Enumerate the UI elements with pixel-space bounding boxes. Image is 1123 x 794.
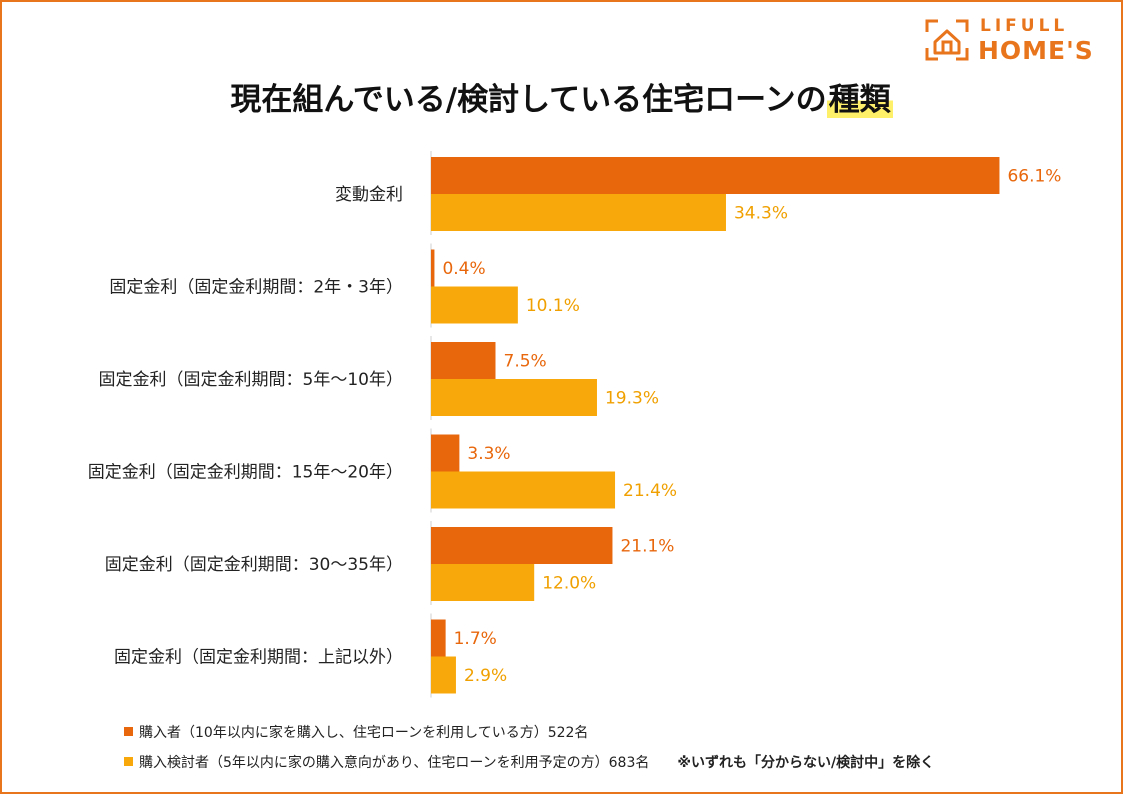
bar — [431, 342, 496, 379]
data-label: 12.0% — [542, 574, 596, 594]
bar — [431, 656, 456, 694]
legend-label-considering: 購入検討者（5年以内に家の購入意向があり、住宅ローンを利用予定の方）683名 — [139, 755, 650, 771]
category-label: 固定金利（固定金利期間：15年〜20年） — [88, 463, 403, 483]
bar — [431, 471, 616, 509]
legend-note: ※いずれも「分からない/検討中」を除く — [677, 755, 935, 771]
category-label: 変動金利 — [335, 185, 403, 205]
bar — [431, 249, 435, 287]
legend-swatch-buyers — [124, 727, 133, 736]
data-label: 7.5% — [504, 352, 547, 372]
bar — [431, 379, 597, 416]
bar — [431, 434, 460, 472]
legend-swatch-considering — [124, 757, 133, 766]
category-label: 固定金利（固定金利期間：上記以外） — [114, 648, 403, 668]
data-label: 0.4% — [442, 259, 485, 279]
bar — [431, 157, 1000, 194]
data-label: 3.3% — [467, 444, 510, 464]
chart-title-highlight: 種類 — [826, 82, 893, 118]
bar — [431, 194, 726, 231]
chart-title-main: 現在組んでいる/検討している住宅ローンの — [230, 82, 827, 118]
bar — [431, 527, 613, 564]
legend-label-buyers: 購入者（10年以内に家を購入し、住宅ローンを利用している方）522名 — [139, 725, 589, 741]
data-label: 34.3% — [734, 204, 788, 224]
house-logo-icon — [925, 19, 969, 61]
data-label: 2.9% — [464, 666, 507, 686]
data-label: 21.4% — [623, 481, 677, 501]
legend-item-considering: 購入検討者（5年以内に家の購入意向があり、住宅ローンを利用予定の方）683名 ※い… — [124, 752, 934, 772]
legend-item-buyers: 購入者（10年以内に家を購入し、住宅ローンを利用している方）522名 — [124, 722, 588, 742]
data-label: 21.1% — [620, 537, 674, 557]
data-label: 66.1% — [1007, 167, 1061, 187]
brand-logo: LIFULL HOME'S — [924, 14, 1114, 65]
logo-text-top: LIFULL — [980, 16, 1069, 36]
bar — [431, 564, 535, 601]
logo-text-bottom: HOME'S — [978, 36, 1094, 65]
category-label: 固定金利（固定金利期間：30〜35年） — [105, 555, 403, 575]
data-label: 1.7% — [454, 629, 497, 649]
category-label: 固定金利（固定金利期間：5年〜10年） — [99, 370, 403, 390]
bar — [431, 286, 518, 324]
bar — [431, 619, 446, 657]
category-label: 固定金利（固定金利期間：2年・3年） — [109, 278, 403, 298]
chart-title: 現在組んでいる/検討している住宅ローンの種類 — [0, 74, 1123, 119]
data-label: 19.3% — [605, 389, 659, 409]
data-label: 10.1% — [526, 296, 580, 316]
